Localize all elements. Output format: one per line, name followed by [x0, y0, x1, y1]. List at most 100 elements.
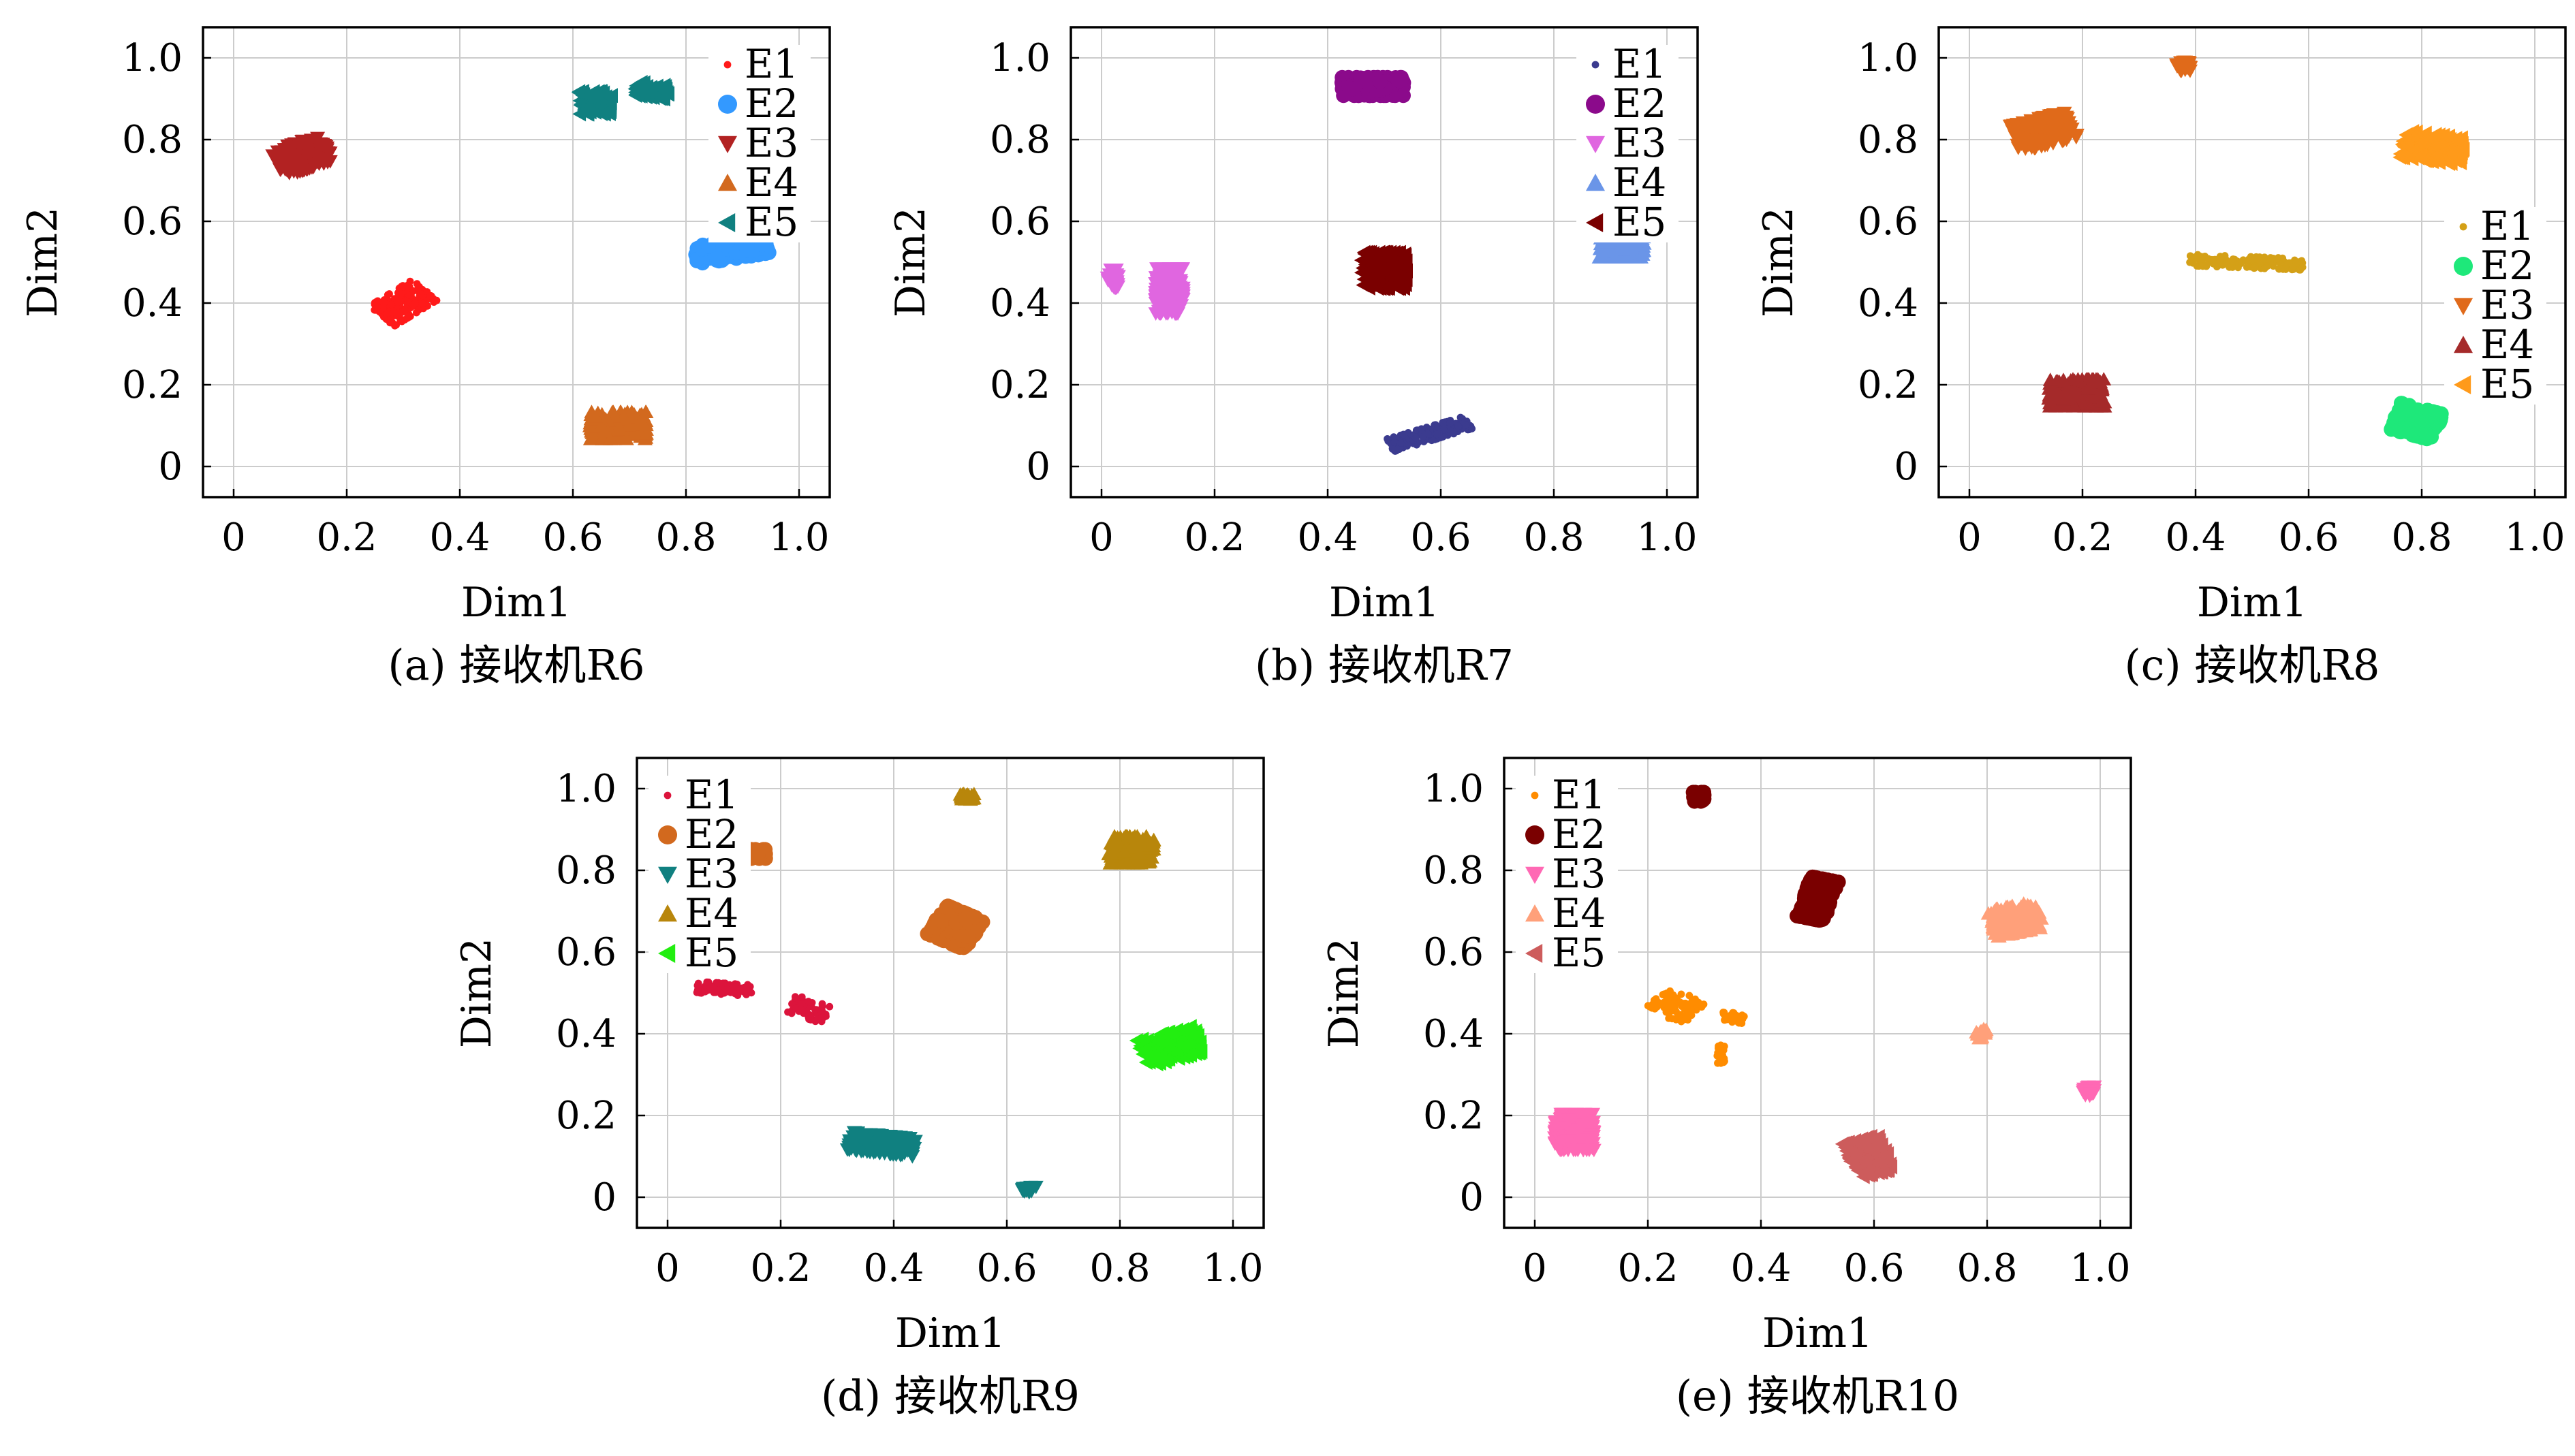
data-point	[387, 300, 395, 308]
y-tick-label: 0.2	[556, 1094, 617, 1138]
legend-label: E1	[745, 41, 798, 87]
data-point	[638, 426, 654, 440]
legend-marker	[718, 213, 736, 232]
data-point	[405, 313, 413, 321]
y-tick-label: 0.4	[122, 281, 183, 326]
series-e5	[571, 74, 675, 122]
data-point	[597, 423, 613, 437]
data-points	[265, 74, 777, 445]
data-point	[288, 160, 304, 174]
data-point	[2298, 263, 2307, 271]
data-point	[961, 928, 976, 944]
data-point	[711, 251, 726, 266]
data-point	[739, 242, 755, 258]
legend-marker	[1591, 61, 1599, 69]
series-e2	[688, 230, 777, 271]
data-point	[1439, 419, 1447, 426]
x-tick-label: 0.6	[976, 1246, 1037, 1291]
x-tick-label: 0.4	[1297, 516, 1358, 560]
legend-label: E5	[685, 930, 738, 976]
x-tick-label: 1.0	[1202, 1246, 1263, 1291]
y-tick-label: 0.8	[1423, 849, 1484, 893]
legend-label: E3	[745, 120, 798, 166]
x-tick-label: 0.8	[655, 516, 716, 560]
x-tick-label: 1.0	[2070, 1246, 2130, 1291]
x-tick-label: 0.2	[750, 1246, 811, 1291]
data-point	[2288, 266, 2296, 274]
data-point	[2260, 264, 2268, 272]
y-tick-label: 0	[592, 1175, 617, 1220]
data-point	[1723, 1015, 1730, 1024]
data-point	[284, 148, 300, 163]
y-tick-label: 0.2	[122, 363, 183, 407]
data-point	[1737, 1013, 1745, 1022]
data-point	[808, 998, 816, 1007]
y-tick-label: 0.4	[1423, 1012, 1484, 1056]
y-tick-label: 1.0	[556, 767, 617, 811]
data-point	[805, 1012, 813, 1020]
data-point	[933, 913, 949, 929]
data-point	[1808, 906, 1824, 922]
legend-marker	[723, 61, 732, 69]
data-point	[958, 911, 973, 926]
data-point	[732, 983, 739, 992]
data-point	[1717, 1041, 1725, 1049]
data-point	[419, 300, 427, 308]
data-point	[384, 308, 392, 317]
data-point	[301, 149, 317, 163]
legend-label: E5	[745, 199, 798, 245]
subplot-caption: (c) 接收机R8	[2125, 640, 2380, 690]
data-point	[401, 306, 409, 314]
y-tick-label: 0	[158, 445, 183, 489]
legend-item: E5	[2444, 361, 2546, 407]
data-point	[1646, 1003, 1654, 1011]
data-point	[1446, 419, 1454, 427]
data-point	[627, 81, 642, 97]
data-point	[322, 155, 338, 169]
data-point	[601, 103, 615, 118]
legend-label: E5	[2480, 361, 2534, 407]
data-point	[399, 282, 407, 289]
data-point	[297, 139, 313, 153]
data-point	[718, 979, 726, 987]
data-point	[1392, 73, 1407, 89]
data-point	[798, 1005, 806, 1013]
data-point	[1717, 1050, 1725, 1058]
y-tick-label: 1.0	[122, 36, 183, 80]
data-point	[693, 986, 702, 994]
subplot-c: 0 0.2 0.4 0.6 0.8 1.000.20.40.60.81.0Dim1Dim2…	[1755, 26, 2567, 690]
x-tick-label: 0.4	[429, 516, 490, 560]
legend-marker	[658, 825, 677, 844]
data-point	[1690, 792, 1706, 808]
subplot-e: 0 0.2 0.4 0.6 0.8 1.000.20.40.60.81.0Dim1Dim2…	[1320, 757, 2132, 1421]
y-axis-label: Dim2	[1755, 207, 1802, 317]
data-point	[277, 144, 293, 158]
legend-marker	[718, 136, 737, 153]
legend-item: E5	[649, 930, 751, 976]
y-tick-label: 0.2	[1858, 363, 1918, 407]
data-point	[1468, 425, 1476, 432]
data-point	[1688, 997, 1696, 1005]
data-point	[572, 106, 587, 122]
y-axis-label: Dim2	[453, 938, 501, 1048]
data-point	[2285, 259, 2293, 267]
data-point	[589, 419, 605, 433]
x-tick-label: 0.8	[1523, 516, 1584, 560]
data-point	[1433, 430, 1441, 439]
subplot-caption: (b) 接收机R7	[1255, 640, 1514, 690]
legend-item: E1	[708, 41, 811, 87]
x-tick-label: 0	[1957, 516, 1982, 560]
x-tick-label: 0.6	[2278, 516, 2339, 560]
data-point	[1384, 434, 1391, 443]
data-point	[1681, 1005, 1689, 1013]
y-tick-label: 0.8	[556, 849, 617, 893]
data-point	[411, 300, 419, 308]
data-point	[388, 319, 396, 327]
subplot-caption: (a) 接收机R6	[388, 640, 644, 690]
data-point	[1450, 430, 1458, 438]
data-point	[1419, 433, 1427, 441]
legend-marker	[664, 791, 672, 800]
